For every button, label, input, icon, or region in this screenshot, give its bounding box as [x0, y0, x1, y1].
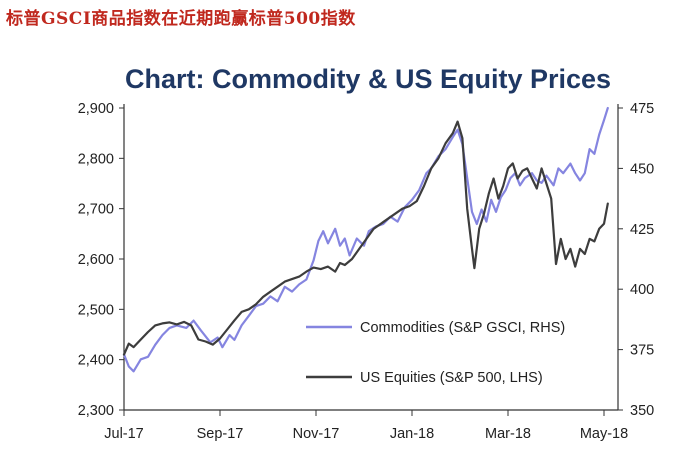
left-tick-label: 2,600 [78, 252, 114, 268]
left-tick-label: 2,700 [78, 202, 114, 218]
left-tick-label: 2,300 [78, 403, 114, 419]
right-tick-label: 400 [630, 282, 654, 298]
x-tick-label: Mar-18 [485, 426, 531, 442]
chart-legend: Commodities (S&P GSCI, RHS) US Equities (… [306, 320, 565, 386]
left-tick-label: 2,800 [78, 151, 114, 167]
series-layer [122, 106, 609, 373]
right-tick-label: 425 [630, 222, 654, 238]
legend-commodities-label: Commodities (S&P GSCI, RHS) [360, 320, 565, 336]
left-tick-label: 2,900 [78, 101, 114, 117]
x-tick-label: Sep-17 [197, 426, 244, 442]
left-tick-label: 2,500 [78, 302, 114, 318]
legend-equities-label: US Equities (S&P 500, LHS) [360, 370, 543, 386]
chart-title: Chart: Commodity & US Equity Prices [125, 64, 611, 94]
left-tick-label: 2,400 [78, 353, 114, 369]
right-tick-label: 375 [630, 343, 654, 359]
x-tick-label: Jan-18 [390, 426, 434, 442]
right-tick-label: 350 [630, 403, 654, 419]
x-tick-label: May-18 [580, 426, 628, 442]
right-tick-label: 475 [630, 101, 654, 117]
x-tick-label: Jul-17 [104, 426, 144, 442]
x-tick-label: Nov-17 [293, 426, 340, 442]
chart-axes: 2,300 2,400 2,500 2,600 2,700 2,800 2,900 350 37… [78, 101, 655, 442]
right-tick-label: 450 [630, 161, 654, 177]
article-headline: 标普GSCI商品指数在近期跑赢标普500指数 [6, 9, 356, 29]
equities-series-line [122, 120, 609, 356]
